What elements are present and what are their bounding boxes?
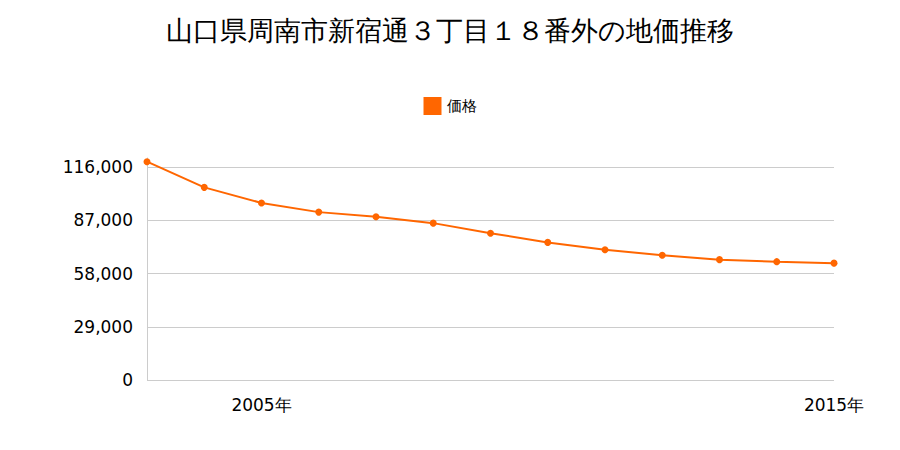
svg-text:2015年: 2015年	[804, 395, 864, 415]
svg-text:58,000: 58,000	[74, 264, 133, 284]
svg-text:87,000: 87,000	[74, 210, 133, 230]
svg-text:山口県周南市新宿通３丁目１８番外の地価推移: 山口県周南市新宿通３丁目１８番外の地価推移	[166, 15, 734, 46]
svg-text:2005年: 2005年	[231, 395, 291, 415]
svg-text:116,000: 116,000	[63, 157, 133, 177]
svg-text:価格: 価格	[447, 97, 477, 115]
svg-text:0: 0	[122, 370, 133, 390]
svg-text:29,000: 29,000	[74, 317, 133, 337]
